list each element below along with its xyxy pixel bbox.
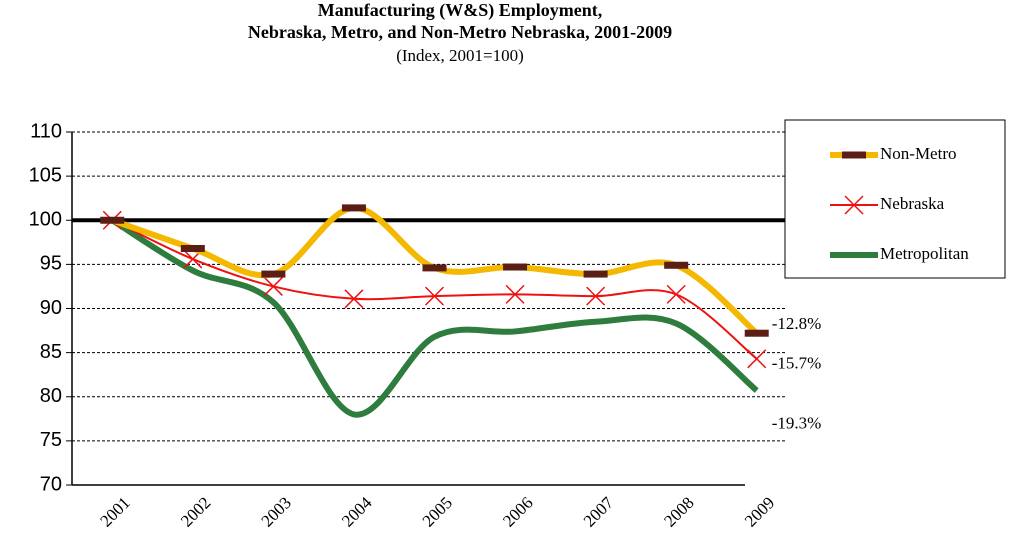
- marker: [586, 286, 606, 306]
- marker: [505, 284, 525, 304]
- y-tick-label: 110: [30, 120, 62, 142]
- chart-title: Nebraska, Metro, and Non-Metro Nebraska,…: [248, 22, 672, 42]
- annotation: -12.8%: [772, 314, 822, 333]
- marker: [180, 244, 205, 252]
- marker: [100, 216, 125, 224]
- marker: [344, 289, 364, 309]
- x-tick-label: 2008: [660, 493, 697, 530]
- marker: [747, 349, 767, 369]
- y-tick-label: 75: [40, 429, 62, 451]
- marker: [503, 263, 528, 271]
- marker: [261, 270, 286, 278]
- annotation: -15.7%: [772, 354, 822, 373]
- x-tick-label: 2004: [338, 493, 376, 531]
- marker: [666, 284, 686, 304]
- y-tick-label: 80: [40, 385, 62, 407]
- chart-title: Manufacturing (W&S) Employment,: [318, 0, 603, 21]
- marker: [422, 264, 447, 272]
- y-tick-label: 85: [40, 341, 62, 363]
- y-tick-label: 95: [40, 253, 62, 275]
- legend-box: [784, 119, 1006, 279]
- x-tick-label: 2003: [258, 493, 295, 530]
- legend-label: Nebraska: [880, 194, 945, 213]
- legend-label: Non-Metro: [880, 144, 956, 163]
- x-tick-label: 2001: [96, 493, 133, 530]
- x-tick-label: 2009: [741, 493, 778, 530]
- x-tick-label: 2007: [580, 493, 618, 531]
- marker: [263, 276, 283, 296]
- marker: [583, 270, 608, 278]
- y-tick-label: 105: [29, 164, 62, 186]
- legend-label: Metropolitan: [880, 244, 969, 263]
- marker: [341, 204, 366, 212]
- x-tick-label: 2006: [499, 493, 536, 530]
- x-tick-label: 2002: [177, 493, 214, 530]
- annotation: -19.3%: [772, 413, 822, 432]
- series-line: [110, 217, 759, 418]
- marker: [842, 151, 866, 159]
- marker: [664, 261, 689, 269]
- x-tick-label: 2005: [419, 493, 456, 530]
- chart-subtitle: (Index, 2001=100): [396, 46, 524, 65]
- marker: [844, 195, 864, 215]
- marker: [424, 286, 445, 306]
- y-tick-label: 100: [29, 209, 62, 231]
- y-tick-label: 70: [40, 473, 62, 495]
- y-tick-label: 90: [40, 297, 62, 319]
- marker: [744, 329, 769, 337]
